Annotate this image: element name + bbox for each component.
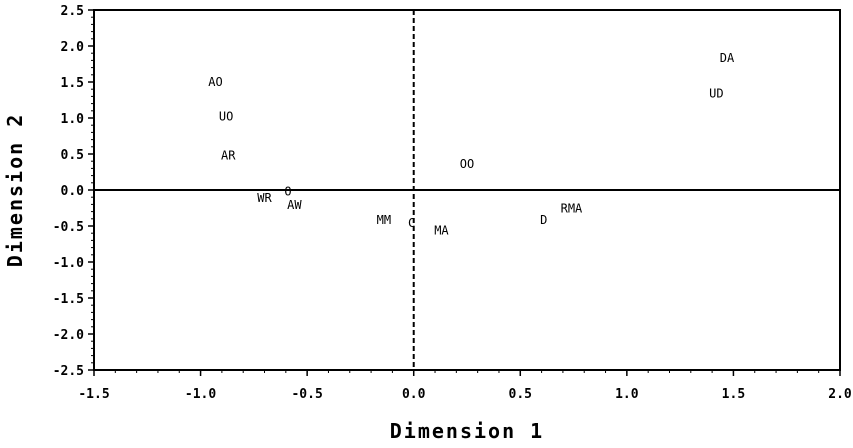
- x-tick-label: 0.5: [509, 387, 532, 402]
- point-label-mm: MM: [377, 213, 391, 227]
- y-tick-label: 2.5: [61, 4, 84, 19]
- point-label-ud: UD: [709, 87, 723, 101]
- y-tick-label: 2.0: [61, 40, 85, 55]
- y-tick-label: 1.0: [61, 112, 85, 127]
- y-tick-label: -1.5: [53, 292, 84, 307]
- point-label-oo: OO: [460, 157, 474, 171]
- x-tick-label: 2.0: [828, 387, 852, 402]
- point-label-d: D: [540, 213, 547, 227]
- point-label-ar: AR: [221, 148, 236, 162]
- reference-lines: [94, 10, 840, 370]
- point-label-ma: MA: [434, 223, 449, 237]
- data-points: AO UO AR WR OAW MM C MA OO D RMA DA UD: [208, 51, 735, 237]
- y-tick-label: -0.5: [53, 220, 84, 235]
- point-label-c: C: [408, 216, 415, 230]
- x-tick-label: 1.5: [722, 387, 745, 402]
- y-tick-label: 0.0: [61, 184, 85, 199]
- point-label-da: DA: [720, 51, 735, 65]
- y-tick-label: -2.5: [53, 364, 84, 379]
- y-tick-label: -1.0: [53, 256, 84, 271]
- x-tick-label: -1.0: [185, 387, 216, 402]
- axis-ticks: -1.5 -1.0 -0.5 0.0 0.5 1.0 1.5 2.0 2.5 2.0 1.5 1.0 0…: [53, 4, 852, 402]
- point-label-o: O: [284, 184, 291, 198]
- x-tick-label: 0.0: [402, 387, 426, 402]
- y-tick-label: 0.5: [61, 148, 84, 163]
- x-tick-label: -1.5: [78, 387, 109, 402]
- y-tick-label: 1.5: [61, 76, 84, 91]
- x-tick-label: -0.5: [291, 387, 322, 402]
- point-label-rma: RMA: [561, 202, 583, 216]
- point-label-ao: AO: [208, 75, 222, 89]
- x-axis-title: Dimension 1: [390, 419, 544, 443]
- y-axis-title: Dimension 2: [3, 113, 27, 267]
- point-label-uo: UO: [219, 110, 233, 124]
- y-tick-label: -2.0: [53, 328, 84, 343]
- point-label-aw: AW: [287, 198, 302, 212]
- x-tick-label: 1.0: [615, 387, 639, 402]
- point-label-wr: WR: [257, 191, 272, 205]
